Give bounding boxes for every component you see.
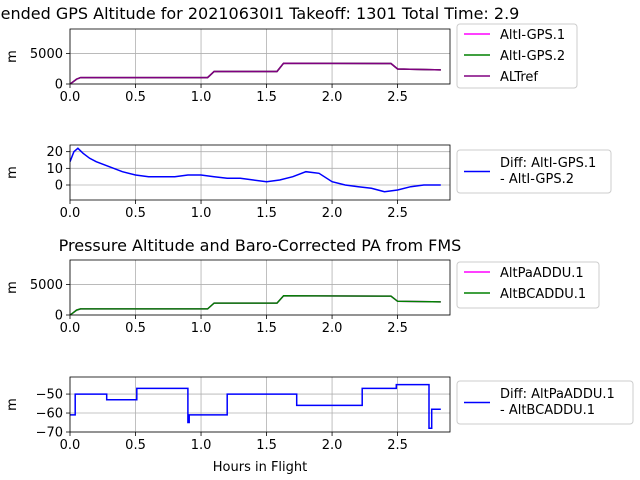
- legend: AltPaADDU.1 AltBCADDU.1: [456, 261, 600, 309]
- y-axis-label: m: [5, 281, 20, 294]
- panel-1: 0.0 0.5 1.0 1.5 2.0 2.5 0 5000 m ended GPS Altitu…: [1, 4, 578, 105]
- y-tick-label: 10: [46, 162, 63, 177]
- legend-box: [456, 380, 634, 425]
- plot-frame: [69, 376, 451, 433]
- x-tick-label: 1.0: [191, 438, 212, 453]
- legend-label: AltPaADDU.1: [500, 266, 584, 281]
- panel-2: 0.0 0.5 1.0 1.5 2.0 2.5 0 10 20 m Diff: AltI-GPS.1…: [5, 144, 612, 221]
- legend-label: AltI-GPS.2: [500, 49, 565, 64]
- series-line-1: [70, 147, 441, 193]
- legend: AltI-GPS.1 AltI-GPS.2 ALTref: [456, 23, 578, 89]
- x-tick-label: 2.5: [387, 90, 408, 105]
- x-tick-label: 1.5: [256, 438, 277, 453]
- plot-frame: [69, 259, 451, 316]
- legend-box: [456, 149, 612, 194]
- x-tick-label: 2.5: [387, 321, 408, 336]
- x-tick-label: 1.0: [191, 206, 212, 221]
- legend-label: ALTref: [500, 70, 538, 85]
- x-tick-label: 1.5: [256, 321, 277, 336]
- y-tick-label: −60: [36, 407, 63, 422]
- y-tick-label: 20: [46, 145, 63, 160]
- series-line-3: [70, 62, 441, 84]
- y-tick-label: 0: [55, 179, 63, 194]
- x-tick-label: 1.0: [191, 90, 212, 105]
- legend-label: Diff: AltPaADDU.1: [500, 387, 615, 402]
- x-tick-label: 0.0: [60, 90, 81, 105]
- series-line-1: [70, 295, 441, 315]
- x-tick-label: 2.0: [322, 90, 343, 105]
- y-tick-label: 0: [55, 78, 63, 93]
- panel-4: 0.0 0.5 1.0 1.5 2.0 2.5 −70 −60 −50 m Hours in Fli…: [5, 376, 634, 475]
- x-tick-label: 1.0: [191, 321, 212, 336]
- y-axis-label: m: [5, 398, 20, 411]
- x-tick-label: 1.5: [256, 206, 277, 221]
- panel-3: 0.0 0.5 1.0 1.5 2.0 2.5 0 5000 m Pressure Altitud…: [5, 236, 600, 336]
- x-tick-label: 2.0: [322, 206, 343, 221]
- x-tick-label: 2.0: [322, 321, 343, 336]
- legend-box: [456, 261, 600, 309]
- legend-label: AltI-GPS.1: [500, 28, 565, 43]
- series-line-1: [70, 383, 441, 429]
- x-tick-label: 0.0: [60, 321, 81, 336]
- chart-title: ended GPS Altitude for 20210630I1 Takeof…: [1, 4, 520, 23]
- y-tick-label: −70: [36, 426, 63, 441]
- y-tick-label: −50: [36, 388, 63, 403]
- plot-frame: [69, 144, 451, 201]
- y-tick-label: 5000: [30, 278, 63, 293]
- x-tick-label: 2.5: [387, 206, 408, 221]
- legend-label: AltBCADDU.1: [500, 287, 586, 302]
- series-line-2: [70, 295, 441, 315]
- x-tick-label: 0.0: [60, 206, 81, 221]
- chart-title: Pressure Altitude and Baro-Corrected PA …: [59, 236, 462, 255]
- y-axis-label: m: [5, 166, 20, 179]
- series-line-1: [70, 62, 441, 84]
- x-tick-label: 0.5: [125, 438, 146, 453]
- legend: Diff: AltI-GPS.1- AltI-GPS.2: [456, 149, 612, 194]
- x-tick-label: 0.5: [125, 321, 146, 336]
- y-tick-label: 0: [55, 309, 63, 324]
- x-tick-label: 2.5: [387, 438, 408, 453]
- x-tick-label: 2.0: [322, 438, 343, 453]
- x-axis-label: Hours in Flight: [213, 460, 308, 475]
- plot-frame: [69, 28, 451, 85]
- legend-label: Diff: AltI-GPS.1: [500, 156, 596, 171]
- series-line-2: [70, 62, 441, 84]
- y-axis-label: m: [5, 50, 20, 63]
- legend: Diff: AltPaADDU.1- AltBCADDU.1: [456, 380, 634, 425]
- legend-label: - AltI-GPS.2: [500, 172, 574, 187]
- x-tick-label: 1.5: [256, 90, 277, 105]
- x-tick-label: 0.0: [60, 438, 81, 453]
- y-tick-label: 5000: [30, 47, 63, 62]
- x-tick-label: 0.5: [125, 90, 146, 105]
- x-tick-label: 0.5: [125, 206, 146, 221]
- legend-box: [456, 23, 578, 89]
- legend-label: - AltBCADDU.1: [500, 403, 595, 418]
